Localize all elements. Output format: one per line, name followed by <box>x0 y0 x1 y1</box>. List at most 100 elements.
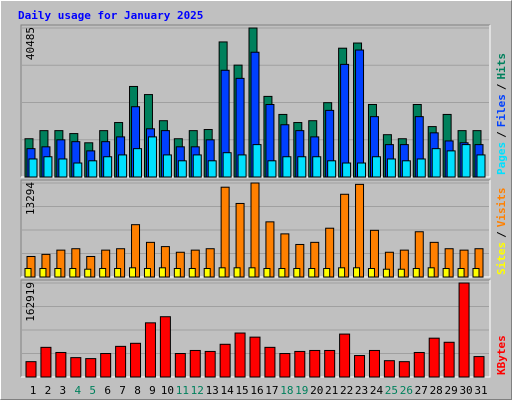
bar <box>177 160 187 178</box>
bar <box>446 150 456 178</box>
bar <box>147 136 157 178</box>
x-tick-label: 25 <box>385 384 398 397</box>
bar <box>339 333 351 378</box>
bar <box>173 268 181 278</box>
bar <box>252 144 262 178</box>
x-tick-label: 13 <box>206 384 219 397</box>
bar <box>279 353 291 378</box>
bar <box>143 268 151 278</box>
bar <box>354 355 366 378</box>
bar <box>162 154 172 178</box>
x-tick-label: 14 <box>221 384 235 397</box>
bar <box>371 156 381 178</box>
bar <box>340 193 350 278</box>
x-tick-label: 3 <box>60 384 67 397</box>
bar <box>431 148 441 178</box>
bar <box>219 343 231 378</box>
legend: KBytes <box>495 335 508 375</box>
x-tick-label: 7 <box>119 384 126 397</box>
bar <box>427 267 435 278</box>
bar <box>129 267 137 278</box>
bar <box>267 160 277 178</box>
x-tick-label: 22 <box>340 384 353 397</box>
legend-entry: KBytes <box>495 335 508 375</box>
bar <box>103 156 113 178</box>
bar <box>55 351 67 378</box>
bar <box>54 268 62 278</box>
x-tick-label: 20 <box>310 384 323 397</box>
legend-entry: Visits <box>495 188 508 228</box>
bar <box>297 156 307 178</box>
x-tick-label: 26 <box>400 384 413 397</box>
y-tick-label: 40485 <box>24 27 37 60</box>
bar <box>282 156 292 178</box>
bar <box>264 346 276 378</box>
bar <box>115 345 127 378</box>
bar <box>249 336 261 378</box>
bar <box>338 267 346 278</box>
bar <box>218 267 226 278</box>
bar <box>294 350 306 378</box>
x-tick-label: 2 <box>45 384 52 397</box>
x-tick-label: 21 <box>325 384 338 397</box>
bar <box>189 349 201 378</box>
x-tick-label: 19 <box>295 384 308 397</box>
bar <box>158 267 166 278</box>
legend-entry: Sites <box>495 242 508 275</box>
bar <box>312 156 322 178</box>
bar <box>207 160 217 178</box>
bar <box>340 63 350 178</box>
bar <box>397 268 405 278</box>
chart-title: Daily usage for January 2025 <box>18 9 203 22</box>
bar <box>461 144 471 178</box>
bar <box>473 356 485 378</box>
x-tick-label: 1 <box>30 384 37 397</box>
bar <box>222 152 232 178</box>
bar <box>58 158 68 178</box>
bar <box>114 268 122 278</box>
legend-separator: / <box>495 83 508 90</box>
bar <box>192 154 202 178</box>
bar <box>234 332 246 378</box>
bar <box>88 160 98 178</box>
bar <box>458 282 470 378</box>
bar <box>130 342 142 378</box>
bar <box>235 202 245 278</box>
bar <box>457 268 465 278</box>
bar <box>401 160 411 178</box>
bar <box>327 160 337 178</box>
x-tick-label: 27 <box>415 384 428 397</box>
legend-entry: Hits <box>495 53 508 80</box>
x-tick-label: 11 <box>176 384 189 397</box>
legend: Sites / Visits <box>495 188 508 276</box>
x-tick-label: 18 <box>280 384 293 397</box>
bar <box>69 268 77 278</box>
legend-entry: Pages <box>495 142 508 175</box>
bar <box>367 268 375 278</box>
bar <box>355 183 365 278</box>
x-tick-label: 9 <box>149 384 156 397</box>
x-tick-label: 5 <box>89 384 96 397</box>
bar <box>416 158 426 178</box>
bar <box>85 358 97 378</box>
bar <box>293 268 301 278</box>
x-tick-label: 8 <box>134 384 141 397</box>
bar <box>386 158 396 178</box>
bar <box>84 268 92 278</box>
x-tick-label: 30 <box>459 384 472 397</box>
bar <box>70 357 82 378</box>
bar <box>73 162 83 178</box>
bar <box>413 351 425 378</box>
bar <box>24 268 32 278</box>
bar <box>412 268 420 278</box>
x-tick-label: 16 <box>250 384 263 397</box>
bar <box>39 268 47 278</box>
bar <box>144 322 156 378</box>
bar <box>324 349 336 378</box>
bar <box>382 268 390 278</box>
bar <box>133 148 143 178</box>
x-tick-label: 15 <box>235 384 248 397</box>
bar <box>428 337 440 378</box>
bar <box>357 162 367 178</box>
x-tick-label: 17 <box>265 384 278 397</box>
